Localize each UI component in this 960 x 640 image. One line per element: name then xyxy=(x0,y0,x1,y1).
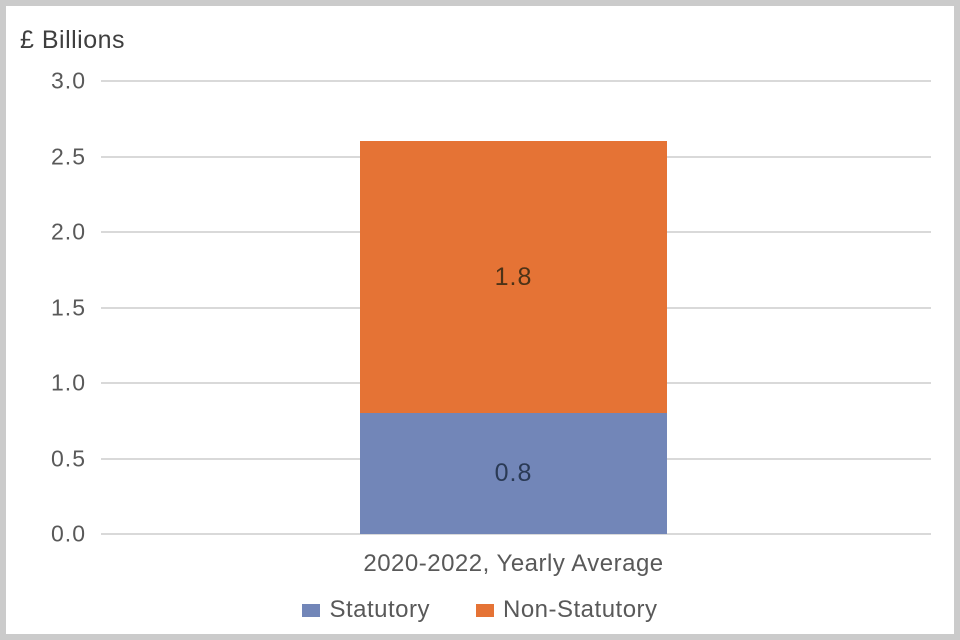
y-axis-tick-label: 2.0 xyxy=(51,218,86,245)
legend-swatch-icon xyxy=(475,603,494,617)
legend-label: Non-Statutory xyxy=(502,596,658,623)
y-axis-tick-label: 1.5 xyxy=(51,294,86,320)
legend-item-statutory: Statutory xyxy=(302,596,430,624)
legend-item-non-statutory: Non-Statutory xyxy=(475,596,658,624)
bar-segment-non-statutory: 1.8 xyxy=(360,141,667,414)
legend-label: Statutory xyxy=(329,596,430,623)
legend: Statutory Non-Statutory xyxy=(6,596,954,624)
gridline xyxy=(101,533,931,535)
data-label: 0.8 xyxy=(494,459,533,488)
y-axis-tick-label: 0.0 xyxy=(51,520,86,547)
x-axis-category-label: 2020-2022, Yearly Average xyxy=(363,550,664,577)
gridline xyxy=(101,80,931,82)
legend-swatch-icon xyxy=(302,603,321,617)
y-axis-tick-label: 3.0 xyxy=(51,67,86,94)
bar-segment-statutory: 0.8 xyxy=(360,413,667,534)
y-axis-tick-label: 2.5 xyxy=(51,143,86,169)
data-label: 1.8 xyxy=(494,262,533,291)
chart-title: £ Billions xyxy=(20,26,126,54)
y-axis-tick-label: 1.0 xyxy=(51,369,86,396)
y-axis-tick-label: 0.5 xyxy=(51,445,86,471)
